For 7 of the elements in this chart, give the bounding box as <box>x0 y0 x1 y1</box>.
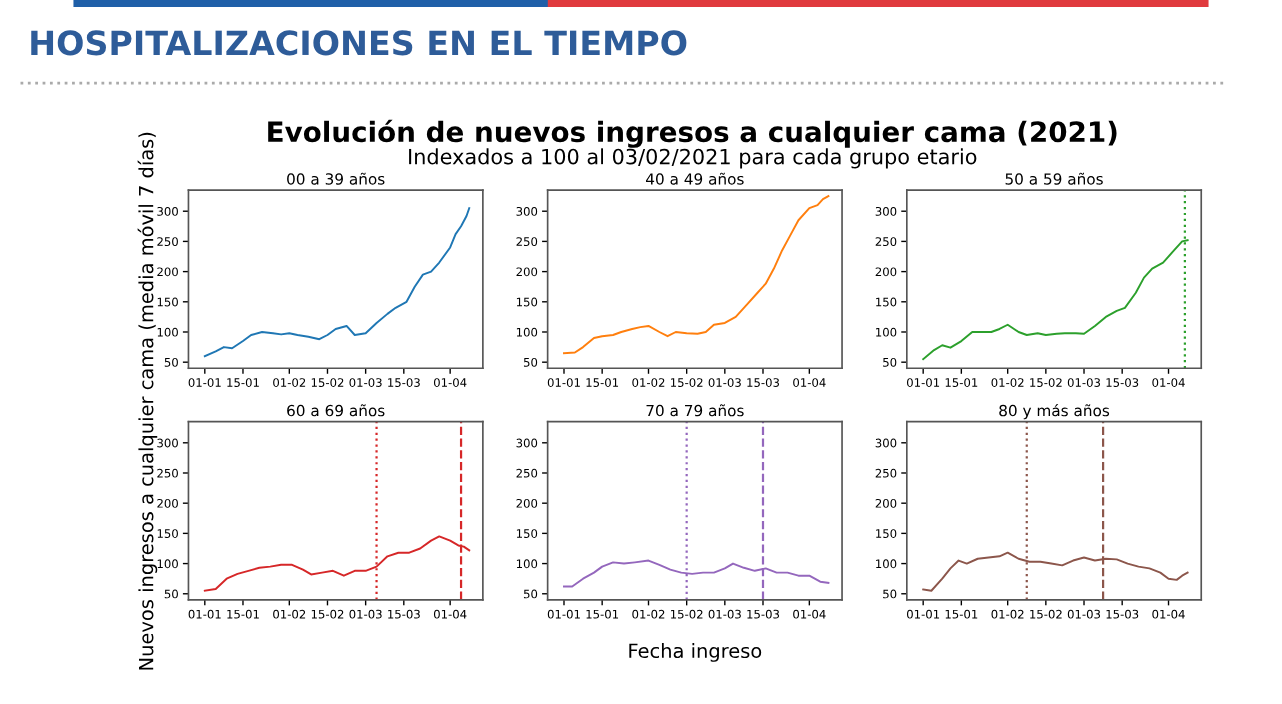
x-axis-title: Fecha ingreso <box>629 643 762 662</box>
y-axis-title: Nuevos ingresos a cualquier cama (media móvil 7 días) <box>137 132 158 670</box>
text: Indexados a 100 al 03/02/2021 para cada grupo etario <box>409 148 977 169</box>
line-series <box>563 195 830 355</box>
line-series <box>203 207 471 358</box>
text: HOSPITALIZACIONES EN EL TIEMPO <box>31 30 687 56</box>
text: Evolución de nuevos ingresos a cualquier cama (2021) <box>268 119 1117 148</box>
